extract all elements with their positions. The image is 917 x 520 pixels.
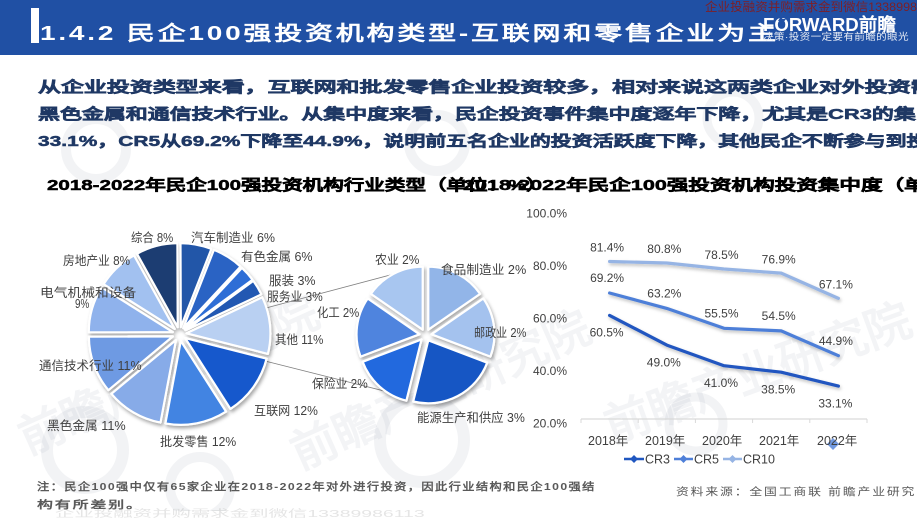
svg-text:80.0%: 80.0%: [533, 259, 567, 273]
svg-text:81.4%: 81.4%: [590, 241, 624, 255]
svg-text:69.2%: 69.2%: [590, 271, 624, 285]
svg-text:CR5: CR5: [694, 453, 719, 467]
svg-text:55.5%: 55.5%: [704, 307, 738, 321]
svg-text:41.0%: 41.0%: [704, 376, 738, 390]
svg-text:78.5%: 78.5%: [704, 248, 738, 262]
svg-text:38.5%: 38.5%: [761, 382, 795, 396]
svg-text:63.2%: 63.2%: [647, 287, 681, 301]
svg-text:44.9%: 44.9%: [819, 334, 853, 348]
svg-text:67.1%: 67.1%: [819, 278, 853, 292]
svg-text:CR10: CR10: [743, 453, 775, 467]
svg-text:76.9%: 76.9%: [762, 252, 796, 266]
svg-text:60.5%: 60.5%: [590, 326, 624, 340]
svg-text:100.0%: 100.0%: [526, 207, 567, 221]
svg-text:80.8%: 80.8%: [647, 242, 681, 256]
svg-text:20.0%: 20.0%: [533, 416, 567, 430]
svg-text:33.1%: 33.1%: [818, 396, 852, 410]
svg-text:54.5%: 54.5%: [762, 309, 796, 323]
svg-text:49.0%: 49.0%: [647, 355, 681, 369]
svg-text:CR3: CR3: [645, 453, 670, 467]
svg-text:40.0%: 40.0%: [533, 364, 567, 378]
svg-text:60.0%: 60.0%: [533, 312, 567, 326]
